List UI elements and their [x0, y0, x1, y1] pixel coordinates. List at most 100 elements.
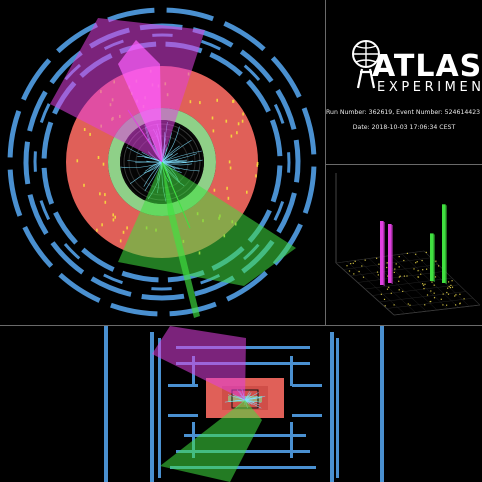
muon-chamber-segment: [107, 7, 155, 23]
energy-deposit: [406, 275, 408, 277]
muon-chamber-segment: [270, 56, 302, 98]
track: [161, 161, 200, 172]
calorimeter-hit: [255, 174, 257, 178]
calorimeter-hit: [96, 228, 98, 232]
track: [126, 146, 163, 163]
energy-deposit: [377, 274, 379, 276]
calorimeter-hit: [189, 100, 192, 104]
calorimeter-hit: [83, 183, 85, 187]
lego-plot[interactable]: [326, 165, 482, 325]
energy-deposit: [423, 288, 425, 290]
calorimeter-hit: [104, 200, 107, 204]
muon-chamber-segment: [81, 247, 115, 272]
energy-deposit: [448, 285, 450, 288]
energy-deposit: [387, 275, 389, 277]
muon-chamber-segment: [141, 293, 185, 301]
energy-deposit: [442, 304, 444, 306]
panel-divider-right: [326, 164, 482, 165]
energy-deposit: [431, 281, 433, 283]
energy-deposit: [430, 290, 432, 292]
energy-deposit: [398, 289, 400, 291]
track: [161, 132, 172, 163]
energy-deposit: [386, 266, 388, 269]
calorimeter-hit: [241, 119, 244, 123]
energy-deposit: [424, 304, 426, 306]
muon-chamber-bar: [330, 332, 334, 482]
track: [161, 139, 192, 163]
muon-chamber-bar: [290, 422, 293, 458]
muon-chamber-segment: [243, 64, 261, 81]
energy-deposit: [442, 293, 444, 295]
muon-chamber-segment: [50, 241, 85, 275]
energy-deposit: [421, 259, 423, 262]
calorimeter-hit: [126, 226, 128, 230]
calorimeter-hit: [246, 190, 248, 194]
muon-chamber-segment: [301, 107, 317, 155]
energy-deposit: [463, 298, 465, 300]
energy-deposit: [346, 265, 348, 267]
calorimeter-hit: [212, 129, 215, 133]
energy-deposit: [398, 256, 400, 258]
energy-deposit: [426, 294, 429, 296]
track: [161, 161, 193, 166]
muon-chamber-segment: [41, 121, 54, 159]
calorimeter-hit: [232, 99, 235, 103]
muon-chamber-segment: [201, 39, 221, 51]
muon-chamber-segment: [270, 165, 283, 203]
lego-tower: [388, 224, 392, 283]
energy-deposit: [447, 287, 449, 289]
energy-deposit: [435, 260, 437, 262]
calorimeter-hit: [216, 98, 218, 102]
muon-chamber-bar: [292, 414, 322, 417]
energy-deposit: [455, 294, 457, 296]
lego-tower: [442, 204, 446, 283]
jet-cone-magenta-longitudinal: [152, 326, 246, 400]
energy-deposit: [433, 297, 436, 299]
muon-chamber-bar: [380, 326, 384, 482]
longitudinal-view[interactable]: [0, 326, 482, 482]
lego-plot-canvas: [335, 173, 481, 316]
calorimeter-hit: [211, 116, 214, 120]
energy-deposit: [454, 295, 456, 297]
energy-deposit: [415, 262, 417, 264]
energy-deposit: [424, 283, 426, 285]
track: [224, 399, 246, 403]
calorimeter-hit: [225, 119, 228, 123]
calorimeter-hit: [89, 132, 91, 136]
energy-deposit: [446, 291, 448, 294]
muon-chamber-segment: [246, 79, 271, 113]
energy-deposit: [422, 283, 424, 285]
energy-deposit: [417, 276, 419, 278]
transverse-view[interactable]: [0, 0, 325, 325]
lego-energy-deposits: [346, 251, 465, 307]
energy-deposit: [403, 259, 405, 262]
calorimeter-hit: [242, 112, 244, 116]
experiment-name: ATLAS: [372, 49, 482, 84]
calorimeter-hit: [97, 156, 100, 159]
energy-deposit: [383, 298, 386, 300]
muon-chamber-segment: [302, 166, 317, 214]
energy-deposit: [416, 261, 418, 263]
energy-deposit: [415, 253, 417, 255]
energy-deposit: [448, 281, 450, 283]
energy-deposit: [451, 286, 454, 288]
calorimeter-hit: [256, 163, 259, 167]
muon-chamber-segment: [58, 272, 101, 303]
muon-chamber-bar: [104, 326, 108, 482]
lego-axes: [335, 173, 481, 316]
jet-cone-green-longitudinal: [160, 400, 262, 482]
energy-deposit: [438, 265, 440, 267]
calorimeter-hit: [119, 239, 122, 243]
energy-deposit: [350, 263, 352, 265]
event-info-panel: ATLAS EXPERIMENT Run Number: 362619, Eve…: [326, 0, 482, 164]
muon-chamber-bar: [150, 332, 154, 482]
energy-deposit: [417, 270, 419, 272]
muon-chamber-bar: [336, 338, 339, 478]
energy-deposit: [361, 265, 363, 267]
muon-chamber-segment: [39, 103, 51, 123]
track: [161, 159, 188, 163]
energy-deposit: [413, 268, 415, 270]
energy-deposit: [376, 271, 379, 273]
energy-deposit: [362, 276, 365, 278]
lego-tower-side: [433, 234, 435, 282]
